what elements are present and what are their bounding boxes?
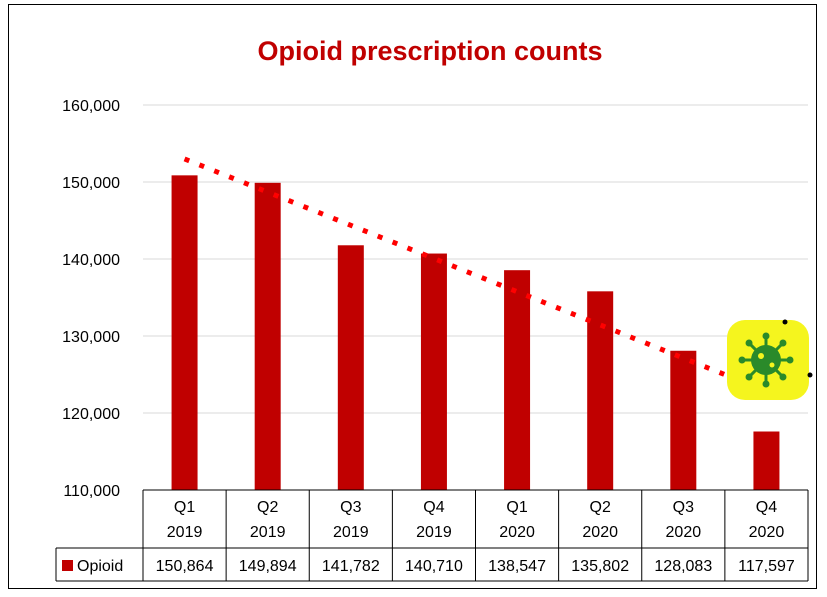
bars	[171, 175, 780, 490]
bar	[420, 253, 447, 490]
bar	[753, 431, 780, 490]
x-tick-label: 2019	[416, 524, 452, 541]
virus-spike-tip	[745, 373, 753, 381]
data-table: Q1 2019 150,864 Q2 2019 149,894 Q3 2019 141,782 Q…	[55, 489, 809, 582]
x-tick-label: Q3	[340, 499, 361, 516]
x-tick-label: Q2	[590, 499, 611, 516]
virus-dot	[782, 319, 788, 325]
bar	[171, 175, 198, 490]
x-tick-label: Q2	[257, 499, 278, 516]
virus-spike-tip	[779, 373, 787, 381]
virus-spot	[758, 353, 764, 359]
x-tick-label: Q4	[756, 499, 777, 516]
data-label: 150,864	[156, 558, 214, 575]
x-tick-label: 2019	[167, 524, 203, 541]
trendline-line	[183, 156, 748, 386]
data-label: 135,802	[571, 558, 629, 575]
data-label: 140,710	[405, 558, 463, 575]
data-label: 138,547	[488, 558, 546, 575]
x-tick-label: 2019	[250, 524, 286, 541]
x-tick-label: Q1	[506, 499, 527, 516]
virus-body	[751, 345, 781, 375]
y-tick-label: 140,000	[62, 252, 120, 269]
legend-label: Opioid	[77, 558, 123, 575]
bar	[337, 245, 364, 490]
x-tick-label: 2020	[582, 524, 618, 541]
virus-spike-tip	[762, 332, 770, 340]
chart-title: Opioid prescription counts	[257, 36, 602, 66]
trendline	[183, 156, 748, 386]
x-tick-label: 2020	[499, 524, 535, 541]
virus-dot	[807, 372, 813, 378]
virus-spike-tip	[762, 380, 770, 388]
data-label: 128,083	[654, 558, 712, 575]
virus-spike-tip	[738, 356, 746, 364]
y-tick-label: 160,000	[62, 98, 120, 115]
y-tick-label: 110,000	[63, 483, 120, 500]
y-tick-label: 150,000	[62, 175, 120, 192]
legend-swatch	[62, 560, 73, 571]
bar	[587, 291, 614, 490]
y-axis-ticks: 110,000 120,000 130,000 140,000 150,000 160,0…	[62, 98, 120, 500]
x-tick-label: 2020	[749, 524, 785, 541]
y-tick-label: 130,000	[62, 329, 120, 346]
x-tick-label: Q3	[673, 499, 694, 516]
x-tick-label: Q1	[174, 499, 195, 516]
virus-spot	[769, 362, 775, 368]
virus-spike-tip	[786, 356, 794, 364]
virus-spike-tip	[779, 339, 787, 347]
bar	[670, 350, 697, 490]
virus-icon	[727, 319, 813, 400]
x-tick-label: Q4	[423, 499, 444, 516]
gridlines	[143, 104, 808, 414]
x-tick-label: 2019	[333, 524, 369, 541]
data-label: 149,894	[239, 558, 297, 575]
x-tick-label: 2020	[666, 524, 702, 541]
bar	[504, 270, 531, 490]
y-tick-label: 120,000	[62, 406, 120, 423]
data-label: 117,597	[738, 558, 795, 575]
bar	[254, 182, 281, 490]
data-label: 141,782	[322, 558, 380, 575]
virus-spike-tip	[745, 339, 753, 347]
